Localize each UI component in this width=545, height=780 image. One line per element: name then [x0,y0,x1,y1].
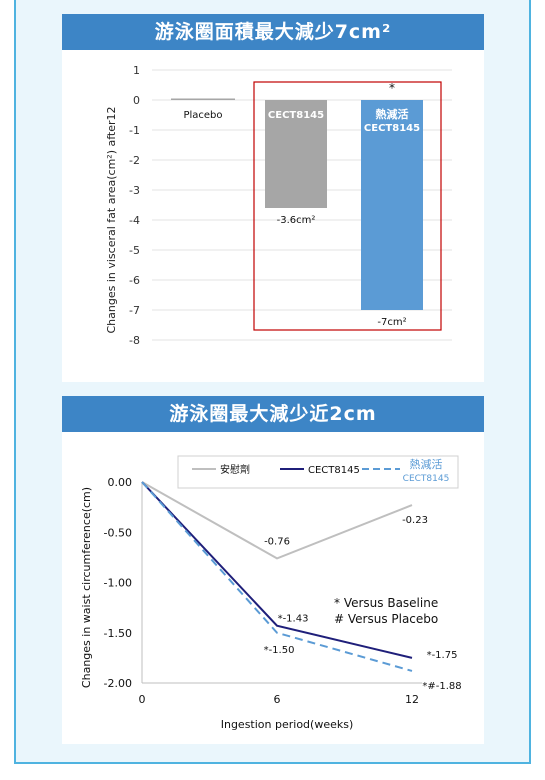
legend-label: CECT8145 [308,465,360,476]
data-label: -0.23 [402,515,428,526]
data-label: *-1.75 [427,650,458,661]
bar-chart: 1 0 -1 -2 -3 -4 -5 -6 -7 -8 Changes in visceral fa… [105,64,452,347]
y-tick-label: -6 [129,274,140,287]
x-tick-label: 6 [274,693,281,706]
footnote: # Versus Placebo [334,612,438,626]
y-tick-label: 1 [133,64,140,77]
series-line [141,481,413,659]
y-axis-label: Changes in visceral fat area(cm²) after1… [105,106,118,333]
y-tick-label: -1.50 [104,627,132,640]
y-tick-label: -7 [129,304,140,317]
y-tick-label: -2 [129,154,140,167]
x-tick-label: 0 [139,693,146,706]
y-tick-label: 0 [133,94,140,107]
series-line [141,481,413,560]
chart2-panel: 0.00 -0.50 -1.00 -1.50 -2.00 0 6 12 Ingestion pe… [62,432,484,744]
category-label: 熱減活 [376,107,409,121]
y-tick-label: -0.50 [104,526,132,539]
series-line [141,481,413,672]
chart2-title: 游泳圈最大減少近2cm [62,396,484,432]
data-label: -7cm² [377,317,406,328]
footnote: * Versus Baseline [334,596,438,610]
significance-annotation: * [389,81,395,95]
data-label: *-1.50 [264,645,295,656]
data-label: *-1.43 [278,614,309,625]
y-tick-label: -2.00 [104,677,132,690]
category-label: Placebo [183,110,222,121]
category-label: CECT8145 [268,110,324,121]
highlight-box [253,81,442,331]
x-tick-label: 12 [405,693,419,706]
data-label: *#-1.88 [422,681,461,692]
y-tick-label: -8 [129,334,140,347]
bar [265,100,327,208]
y-tick-label: -4 [129,214,140,227]
data-label: -3.6cm² [277,215,316,226]
bar [171,98,235,100]
bar [361,100,423,310]
line-chart: 0.00 -0.50 -1.00 -1.50 -2.00 0 6 12 Ingestion pe… [80,455,462,731]
y-tick-label: 0.00 [108,476,133,489]
y-tick-label: -5 [129,244,140,257]
x-axis-label: Ingestion period(weeks) [221,718,354,731]
y-tick-label: -1.00 [104,577,132,590]
y-axis-label: Changes in waist circumference(cm) [80,487,93,688]
y-tick-label: -1 [129,124,140,137]
chart1-panel: 1 0 -1 -2 -3 -4 -5 -6 -7 -8 Changes in visceral fa… [62,50,484,382]
legend-label: 熱減活 [410,457,443,471]
legend-label: 安慰劑 [220,463,250,476]
chart1-title: 游泳圈面積最大減少7cm² [62,14,484,50]
y-tick-label: -3 [129,184,140,197]
category-label: CECT8145 [364,123,420,134]
legend-label-sub: CECT8145 [403,474,450,484]
legend-box [177,455,459,489]
data-label: -0.76 [264,536,290,547]
